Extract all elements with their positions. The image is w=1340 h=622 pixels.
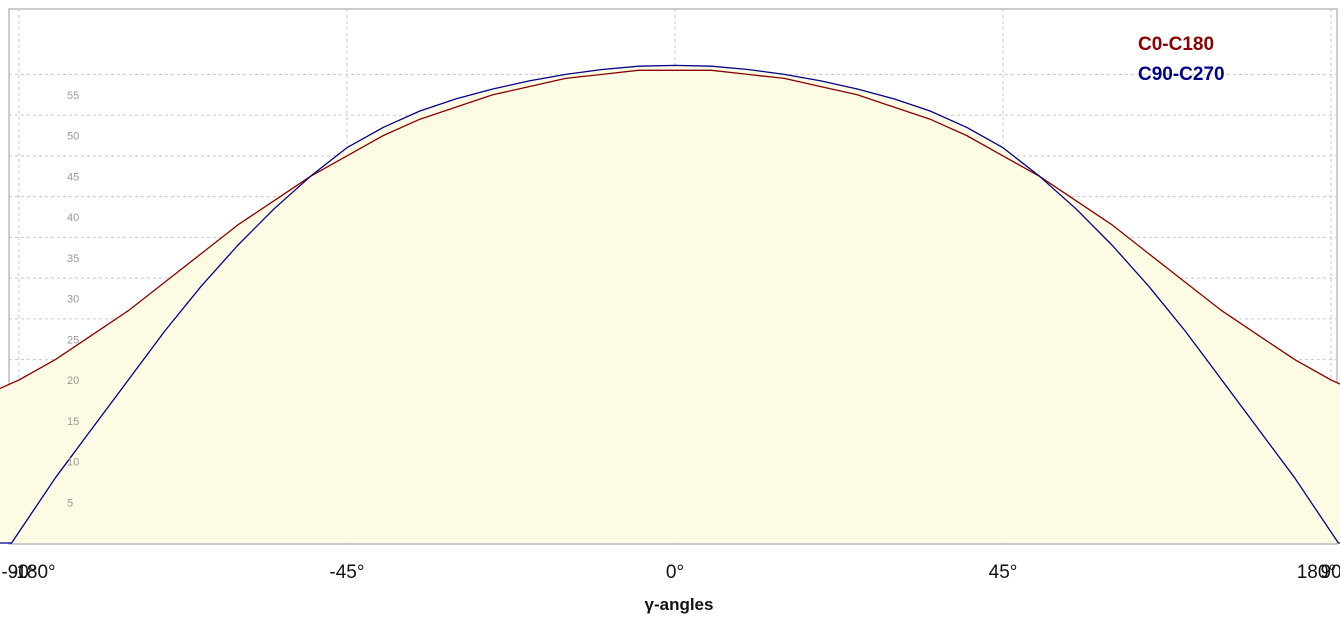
y-tick-label: 15 [67, 416, 79, 428]
x-tick-label: -45° [329, 562, 364, 583]
series-line-c0-c180 [0, 69, 1340, 390]
y-tick-labels: 5 10 15 20 25 30 35 40 45 50 55 [67, 90, 79, 510]
series-lines [0, 64, 1340, 544]
x-tick-label: 45° [989, 562, 1018, 583]
x-axis-label: γ-angles [645, 595, 714, 614]
y-tick-label: 25 [67, 334, 79, 346]
legend-entry: C90-C270 [1138, 64, 1225, 85]
legend: C0-C180 C90-C270 [1138, 34, 1225, 85]
x-tick-label: 90 [1321, 562, 1340, 583]
y-tick-label: 40 [67, 212, 79, 224]
y-tick-label: 55 [67, 90, 79, 102]
x-tick-labels: -180°-135°-90°-45°0°45°90135°180° [1, 562, 1340, 583]
x-tick-label: 0° [666, 562, 684, 583]
legend-entry: C0-C180 [1138, 34, 1214, 55]
y-tick-label: 50 [67, 131, 79, 143]
area-fill [0, 65, 1340, 543]
y-tick-label: 10 [67, 457, 79, 469]
y-tick-label: 20 [67, 375, 79, 387]
x-tick-label: 180° [1297, 562, 1336, 583]
x-tick-label: -180° [10, 562, 56, 583]
y-tick-label: 5 [67, 497, 73, 509]
area-fill-region [0, 65, 1340, 543]
x-tick-label: -90° [1, 562, 36, 583]
y-tick-label: 30 [67, 294, 79, 306]
series-line-c90-c270 [0, 64, 1340, 544]
y-tick-label: 45 [67, 171, 79, 183]
y-tick-label: 35 [67, 253, 79, 265]
